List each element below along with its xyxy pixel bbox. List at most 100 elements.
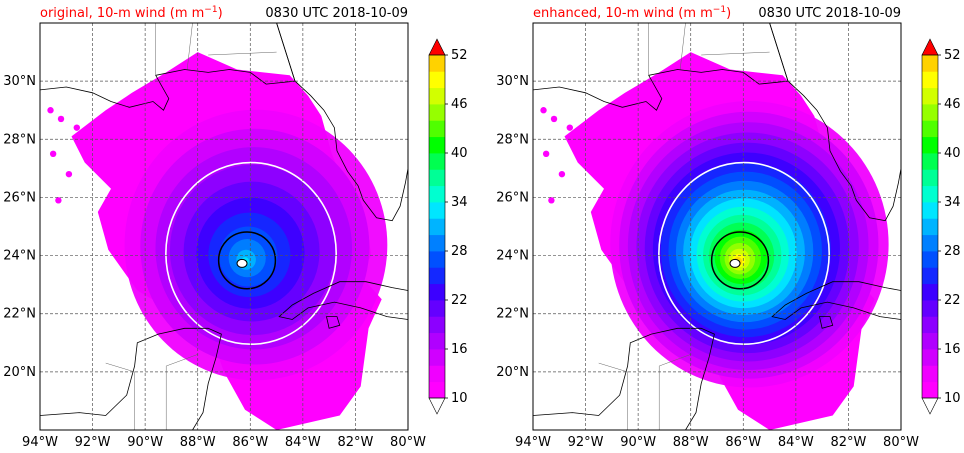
lat-tick-label: 24°N xyxy=(496,249,529,264)
colorbar-tick-label: 46 xyxy=(451,97,468,112)
colorbar-tick-label: 52 xyxy=(944,48,961,63)
wind-speckle xyxy=(57,115,65,123)
lon-tick-label: 82°W xyxy=(830,435,866,450)
map-frame xyxy=(39,22,409,431)
colorbar-band xyxy=(429,169,445,187)
lat-tick-label: 22°N xyxy=(496,307,529,322)
colorbar-frame xyxy=(921,54,939,399)
border-line xyxy=(105,362,135,430)
wind-contour-inner xyxy=(710,231,770,290)
lon-tick-label: 88°W xyxy=(180,435,216,450)
colorbar-band xyxy=(429,71,445,89)
colorbar-band xyxy=(429,153,445,170)
wind-speckle xyxy=(592,118,600,126)
lat-tick-label: 30°N xyxy=(3,74,36,89)
colorbar-tick-label: 46 xyxy=(944,97,961,112)
border-line xyxy=(186,23,193,70)
lon-tick-labels: 94°W 92°W 90°W 88°W 86°W 84°W 82°W 80°W xyxy=(515,435,919,450)
gridlines xyxy=(40,23,408,430)
colorbar-band xyxy=(922,365,938,383)
coastline-segment xyxy=(40,327,222,430)
colorbar-band xyxy=(429,104,445,121)
colorbar-band xyxy=(429,365,445,383)
panel-title-right: 0830 UTC 2018-10-09 xyxy=(265,6,408,21)
colorbar-band xyxy=(429,300,445,317)
colorbar-band xyxy=(922,349,938,366)
colorbar-band xyxy=(922,71,938,89)
lon-tick-label: 86°W xyxy=(232,435,268,450)
colorbar-band xyxy=(429,55,445,72)
border-line xyxy=(658,354,691,430)
wind-speckle xyxy=(558,170,566,178)
wind-speckle xyxy=(550,115,558,123)
colorbar-band xyxy=(922,300,938,317)
colorbar-band xyxy=(922,153,938,170)
colorbar-band xyxy=(429,381,445,399)
colorbar-tick-label: 22 xyxy=(451,293,468,308)
colorbar-tick-label: 10 xyxy=(944,391,961,406)
colorbar-band xyxy=(922,136,938,154)
colorbar-band xyxy=(429,283,445,301)
wind-speckle xyxy=(540,107,547,114)
border-line xyxy=(679,23,686,70)
colorbar-band xyxy=(429,316,445,334)
lat-tick-label: 26°N xyxy=(3,190,36,205)
colorbar-band xyxy=(922,218,938,236)
colorbar-tick-label: 52 xyxy=(451,48,468,63)
colorbar-band xyxy=(429,349,445,366)
colorbar-band xyxy=(429,136,445,154)
coastline-segment xyxy=(819,316,834,329)
wind-speckle xyxy=(577,144,584,152)
gridlines xyxy=(533,23,901,430)
coastline-segment xyxy=(771,281,901,320)
lon-tick-label: 84°W xyxy=(778,435,814,450)
colorbar-tick-label: 28 xyxy=(944,244,961,259)
lat-tick-label: 24°N xyxy=(3,249,36,264)
colorbar-band xyxy=(429,218,445,236)
border-line xyxy=(208,51,277,56)
colorbar-band xyxy=(922,283,938,301)
colorbar-band xyxy=(429,120,445,138)
lon-tick-label: 84°W xyxy=(285,435,321,450)
wind-field xyxy=(47,52,388,430)
lon-tick-label: 90°W xyxy=(127,435,163,450)
panel-title-left: original, 10-m wind (m m−1) xyxy=(40,5,223,21)
colorbar-band xyxy=(922,185,938,203)
colorbar-band xyxy=(429,332,445,350)
colorbar-band xyxy=(922,267,938,285)
storm-eye xyxy=(729,258,741,268)
colorbar-band xyxy=(429,267,445,285)
panel-title-right: 0830 UTC 2018-10-09 xyxy=(758,6,901,21)
colorbar-extend-max xyxy=(428,38,446,56)
wind-speckle xyxy=(73,124,81,131)
lat-tick-label: 22°N xyxy=(3,307,36,322)
colorbar-band xyxy=(922,169,938,187)
colorbar-tick-label: 40 xyxy=(451,146,468,161)
wind-speckle xyxy=(566,124,573,131)
colorbar-extend-max xyxy=(921,38,939,56)
wind-contour-outer xyxy=(165,161,337,346)
coastlines xyxy=(533,23,901,430)
colorbar-band xyxy=(922,251,938,268)
map-panel-original: original, 10-m wind (m m−1) 0830 UTC 201… xyxy=(3,5,467,450)
coastline-segment xyxy=(326,316,341,329)
colorbar-band xyxy=(922,87,938,105)
colorbar-band xyxy=(922,202,938,219)
colorbar-tick-label: 10 xyxy=(451,391,468,406)
colorbar-tick-label: 34 xyxy=(451,195,468,210)
colorbar-band xyxy=(429,251,445,268)
wind-speckle xyxy=(548,197,555,204)
coastline-segment xyxy=(533,327,715,430)
border-line xyxy=(598,362,628,430)
border-line xyxy=(165,354,198,430)
lon-tick-label: 82°W xyxy=(337,435,373,450)
panel-title-left: enhanced, 10-m wind (m m−1) xyxy=(533,5,731,21)
lat-tick-label: 28°N xyxy=(3,132,36,147)
colorbar-band xyxy=(922,316,938,334)
colorbar-tick-label: 22 xyxy=(944,293,961,308)
colorbar: 10 16 22 28 34 40 46 52 xyxy=(428,38,468,415)
lon-tick-label: 80°W xyxy=(883,435,919,450)
storm-eye xyxy=(236,258,248,268)
map-panel-enhanced: enhanced, 10-m wind (m m−1) 0830 UTC 201… xyxy=(496,5,960,450)
